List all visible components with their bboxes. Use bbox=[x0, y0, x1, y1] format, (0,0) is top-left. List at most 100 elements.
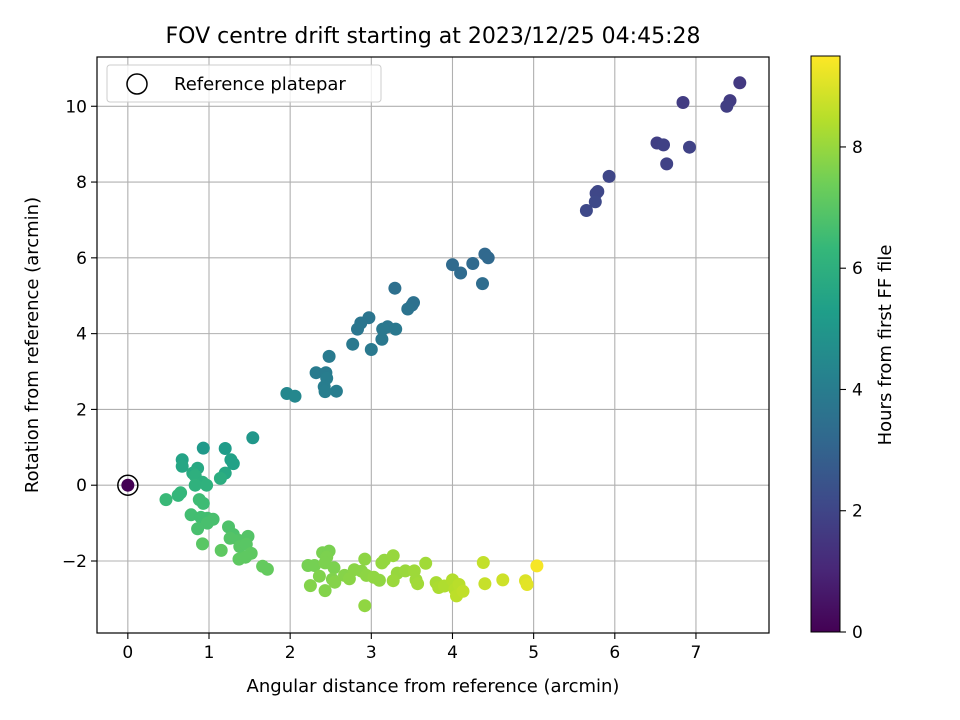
data-point bbox=[318, 385, 332, 399]
data-point bbox=[520, 578, 534, 591]
data-point bbox=[454, 266, 468, 280]
data-point bbox=[318, 584, 332, 598]
reference-point-ring bbox=[117, 474, 139, 496]
x-tick-label: 6 bbox=[609, 643, 620, 663]
data-point bbox=[496, 573, 510, 587]
data-point bbox=[196, 537, 209, 551]
colorbar-tick-label: 4 bbox=[852, 380, 863, 400]
y-axis-ticks: −2 0 2 4 6 8 10 bbox=[62, 97, 97, 572]
colorbar-tick-label: 0 bbox=[852, 623, 863, 643]
x-axis-label: Angular distance from reference (arcmin) bbox=[247, 676, 620, 697]
data-point bbox=[411, 577, 425, 591]
data-point bbox=[588, 195, 602, 209]
x-axis-ticks: 0 1 2 3 4 5 6 7 bbox=[122, 633, 701, 663]
data-point bbox=[372, 573, 386, 587]
data-point bbox=[328, 575, 342, 589]
y-tick-label: 6 bbox=[76, 249, 87, 269]
y-tick-label: 0 bbox=[76, 476, 87, 496]
x-tick-label: 4 bbox=[447, 643, 458, 663]
data-point bbox=[466, 257, 480, 270]
x-tick-label: 3 bbox=[366, 643, 377, 663]
y-tick-label: 4 bbox=[76, 325, 87, 345]
data-point bbox=[322, 349, 336, 363]
data-point bbox=[200, 516, 214, 530]
data-point bbox=[188, 478, 202, 492]
data-point bbox=[312, 569, 326, 583]
data-point bbox=[191, 522, 205, 536]
colorbar-gradient bbox=[810, 55, 841, 633]
data-point bbox=[476, 277, 489, 291]
data-point bbox=[347, 563, 361, 577]
data-point bbox=[388, 281, 402, 295]
data-point bbox=[184, 508, 198, 522]
data-point bbox=[456, 584, 470, 598]
y-tick-label: −2 bbox=[62, 552, 87, 572]
data-point bbox=[309, 366, 323, 380]
data-point bbox=[239, 550, 252, 564]
reference-point-dot bbox=[121, 478, 135, 492]
data-point bbox=[478, 577, 492, 591]
data-point bbox=[303, 579, 317, 593]
data-point bbox=[446, 258, 459, 272]
data-point bbox=[327, 561, 341, 575]
data-point bbox=[218, 442, 232, 455]
data-point bbox=[358, 599, 372, 613]
data-point bbox=[226, 457, 240, 471]
data-point bbox=[657, 138, 670, 152]
data-point bbox=[398, 564, 412, 578]
data-point bbox=[419, 556, 433, 570]
x-tick-label: 5 bbox=[528, 643, 539, 663]
data-point bbox=[214, 543, 228, 557]
data-point bbox=[733, 76, 747, 90]
plot-area-frame bbox=[96, 56, 770, 634]
data-point bbox=[288, 389, 302, 403]
data-points bbox=[159, 76, 747, 613]
data-point bbox=[386, 549, 400, 563]
legend-box bbox=[106, 64, 382, 103]
y-tick-label: 8 bbox=[76, 173, 87, 193]
data-point bbox=[476, 556, 490, 569]
data-point bbox=[213, 471, 227, 485]
y-tick-label: 10 bbox=[65, 97, 87, 117]
data-point bbox=[386, 574, 400, 588]
data-point bbox=[401, 302, 415, 316]
data-point bbox=[260, 562, 274, 576]
data-point bbox=[196, 496, 210, 510]
data-point bbox=[346, 337, 360, 351]
legend-marker-reference bbox=[126, 73, 148, 95]
colorbar-label: Hours from first FF file bbox=[875, 245, 896, 446]
x-tick-label: 2 bbox=[285, 643, 296, 663]
colorbar-tick-label: 8 bbox=[852, 138, 863, 158]
data-point bbox=[200, 478, 214, 492]
data-point bbox=[308, 559, 321, 572]
chart-title: FOV centre drift starting at 2023/12/25 … bbox=[166, 24, 701, 49]
colorbar: 0 2 4 6 8 Hours from first FF file bbox=[810, 55, 896, 643]
data-point bbox=[196, 441, 210, 455]
data-point bbox=[159, 493, 173, 507]
y-axis-label: Rotation from reference (arcmin) bbox=[22, 197, 43, 493]
grid bbox=[97, 57, 769, 633]
reference-marker-layer bbox=[117, 474, 139, 496]
data-point bbox=[329, 384, 343, 398]
data-point bbox=[660, 157, 674, 171]
data-point bbox=[676, 96, 690, 109]
colorbar-tick-label: 2 bbox=[852, 502, 863, 522]
data-point bbox=[246, 431, 260, 445]
data-point bbox=[602, 169, 616, 183]
data-point bbox=[720, 99, 734, 113]
data-point bbox=[175, 459, 189, 473]
y-tick-label: 2 bbox=[76, 400, 87, 420]
data-point bbox=[351, 322, 364, 336]
data-point bbox=[683, 140, 696, 154]
colorbar-ticks: 0 2 4 6 8 bbox=[840, 138, 863, 643]
x-tick-label: 7 bbox=[691, 643, 702, 663]
colorbar-tick-label: 6 bbox=[852, 259, 863, 279]
data-point bbox=[171, 488, 185, 502]
data-point bbox=[481, 251, 495, 265]
legend-entry-reference: Reference platepar bbox=[174, 74, 346, 95]
x-tick-label: 1 bbox=[204, 643, 215, 663]
data-point bbox=[389, 322, 403, 336]
data-point bbox=[358, 552, 372, 566]
legend: Reference platepar bbox=[106, 64, 382, 103]
